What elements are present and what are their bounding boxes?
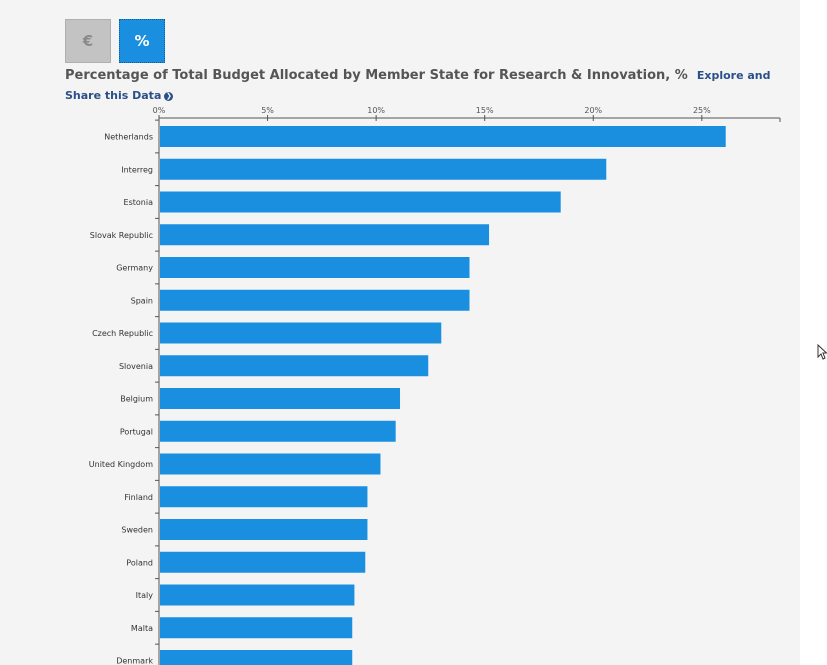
percent-toggle-button[interactable]: %	[119, 19, 165, 63]
category-label: Germany	[116, 264, 153, 273]
category-label: Interreg	[121, 165, 153, 174]
bar[interactable]	[160, 289, 470, 311]
category-label: Sweden	[121, 526, 153, 535]
euro-toggle-button[interactable]: €	[65, 19, 111, 63]
category-label: Denmark	[116, 657, 153, 665]
bar[interactable]	[160, 584, 355, 606]
category-label: Netherlands	[104, 133, 153, 142]
chart-title: Percentage of Total Budget Allocated by …	[65, 66, 785, 106]
category-label: Malta	[131, 624, 153, 633]
x-tick-label: 5%	[261, 106, 274, 115]
bar[interactable]	[160, 191, 561, 213]
bar[interactable]	[160, 355, 429, 377]
category-label: Spain	[131, 296, 153, 305]
bar-chart: 0% 5% 10% 15% 20% 25% Netherlands Interreg Eston…	[89, 106, 781, 665]
category-label: Finland	[124, 493, 153, 502]
x-tick-label: 0%	[153, 106, 166, 115]
bar[interactable]	[160, 453, 381, 475]
mouse-cursor-icon	[817, 344, 827, 360]
bar[interactable]	[160, 126, 726, 147]
bar[interactable]	[160, 617, 353, 639]
arrow-circle-icon: ❯	[164, 91, 174, 101]
category-label: United Kingdom	[89, 460, 153, 469]
category-label: Czech Republic	[92, 329, 153, 338]
x-tick-label: 20%	[584, 106, 602, 115]
bar[interactable]	[160, 519, 368, 540]
chart-title-text: Percentage of Total Budget Allocated by …	[65, 68, 688, 83]
bar[interactable]	[160, 420, 396, 442]
bar[interactable]	[160, 158, 607, 180]
category-label: Portugal	[120, 427, 153, 436]
bar[interactable]	[160, 388, 401, 409]
x-tick-label: 25%	[693, 106, 711, 115]
bar[interactable]	[160, 486, 368, 508]
x-tick-label: 10%	[367, 106, 385, 115]
category-label: Estonia	[124, 198, 154, 207]
category-label: Poland	[126, 558, 153, 567]
x-tick-label: 15%	[476, 106, 494, 115]
explore-data-link[interactable]: Explore and Share this Data ❯	[65, 69, 771, 102]
bar[interactable]	[160, 257, 470, 278]
category-label: Slovenia	[119, 362, 153, 371]
category-label: Italy	[136, 591, 154, 600]
bar[interactable]	[160, 650, 353, 665]
category-label: Slovak Republic	[90, 231, 153, 240]
bar[interactable]	[160, 224, 490, 246]
explore-data-link-text: Explore and Share this Data	[65, 69, 771, 102]
bar[interactable]	[160, 322, 442, 344]
category-label: Belgium	[120, 395, 153, 404]
bar[interactable]	[160, 551, 366, 573]
